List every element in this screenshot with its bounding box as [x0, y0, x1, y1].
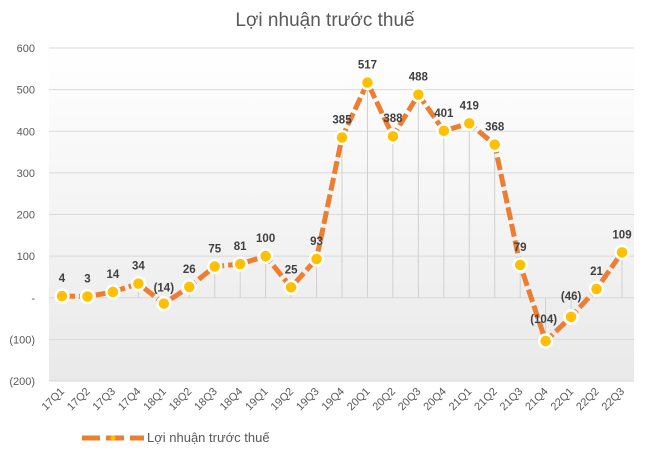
data-label: 81 [234, 241, 247, 253]
data-point [206, 258, 223, 275]
data-point [614, 244, 630, 261]
x-tick-label: 19Q3 [294, 386, 322, 414]
y-tick-label: 600 [17, 43, 35, 55]
x-tick-label: 20Q1 [345, 386, 373, 414]
x-tick-label: 18Q1 [141, 386, 169, 414]
x-tick-label: 17Q4 [116, 386, 144, 414]
data-label: 517 [358, 60, 377, 72]
data-label: 14 [107, 269, 120, 281]
chart-title: Lợi nhuận trước thuế [235, 10, 415, 31]
data-label: 25 [285, 264, 298, 276]
data-point [436, 123, 452, 139]
x-tick-label: 22Q2 [574, 386, 602, 414]
data-label: 26 [183, 264, 196, 276]
x-tick-label: 17Q1 [40, 386, 68, 414]
data-label: 21 [590, 266, 603, 278]
legend-label: Lợi nhuận trước thuế [147, 430, 270, 445]
data-label: (46) [561, 291, 582, 303]
data-point [283, 279, 299, 296]
data-labels: 4 3 14 34 (14) 26 75 81 100 25 93 385 517 388 488 401 41… [59, 60, 632, 326]
y-tick-label: 500 [17, 85, 35, 97]
x-tick-label: 22Q1 [549, 386, 577, 414]
legend: Lợi nhuận trước thuế [80, 430, 270, 445]
data-label: 4 [59, 273, 66, 285]
data-point [410, 86, 427, 103]
data-point [156, 295, 172, 312]
x-tick-label: 17Q2 [65, 386, 93, 414]
data-point [385, 128, 401, 144]
x-tick-label: 17Q3 [91, 386, 119, 414]
y-tick-label: (200) [9, 376, 35, 388]
x-tick-label: 21Q2 [472, 386, 500, 414]
x-tick-label: 18Q4 [218, 386, 246, 414]
y-tick-label: 300 [17, 168, 35, 180]
x-tick-label: 22Q3 [600, 386, 628, 414]
x-tick-label: 18Q3 [192, 386, 220, 414]
x-tick-label: 19Q4 [320, 386, 348, 414]
data-point [359, 74, 376, 91]
data-point [79, 288, 96, 305]
data-point [461, 115, 478, 132]
y-tick-label: - [31, 293, 35, 305]
legend-line-icon [82, 435, 144, 440]
y-tick-label: (100) [9, 334, 35, 346]
data-point [537, 333, 554, 349]
data-point [308, 251, 325, 267]
data-markers [54, 74, 630, 349]
data-point [232, 256, 248, 272]
data-label: 388 [383, 113, 403, 125]
data-label: 93 [310, 236, 323, 248]
data-point [588, 281, 605, 297]
data-label: (14) [154, 283, 175, 295]
x-tick-label: 20Q3 [396, 386, 424, 414]
data-label: 79 [514, 242, 527, 254]
data-label: 100 [256, 233, 275, 245]
data-point [486, 136, 503, 153]
data-point [334, 129, 350, 146]
x-tick-label: 21Q3 [498, 386, 526, 414]
x-tick-label: 21Q4 [523, 386, 551, 414]
data-label: 385 [332, 114, 352, 126]
data-point [105, 284, 121, 300]
data-label: 34 [132, 261, 145, 273]
data-point [181, 279, 198, 295]
x-tick-label: 19Q2 [269, 386, 297, 414]
x-tick-label: 21Q1 [447, 386, 475, 414]
data-label: (104) [530, 314, 557, 326]
x-tick-label: 20Q4 [421, 386, 449, 414]
y-axis-labels: 600 500 400 300 200 100 - (100) (200) [9, 43, 35, 388]
y-tick-label: 400 [17, 126, 35, 138]
data-label: 75 [208, 244, 221, 256]
x-tick-label: 20Q2 [371, 386, 399, 414]
y-tick-label: 100 [17, 251, 35, 263]
data-point [54, 288, 70, 304]
data-label: 3 [84, 274, 90, 286]
data-point [563, 309, 579, 325]
data-label: 401 [434, 108, 454, 120]
data-label: 419 [460, 100, 479, 112]
x-tick-label: 19Q1 [243, 386, 271, 414]
data-point [257, 248, 274, 264]
data-point [130, 275, 147, 292]
data-label: 109 [612, 229, 631, 241]
x-axis-labels: 17Q117Q217Q317Q418Q118Q218Q318Q419Q119Q2… [40, 386, 628, 414]
y-tick-label: 200 [17, 210, 35, 222]
data-label: 368 [485, 122, 505, 134]
x-tick-label: 18Q2 [167, 386, 195, 414]
data-point [512, 257, 528, 273]
data-label: 488 [409, 72, 429, 84]
